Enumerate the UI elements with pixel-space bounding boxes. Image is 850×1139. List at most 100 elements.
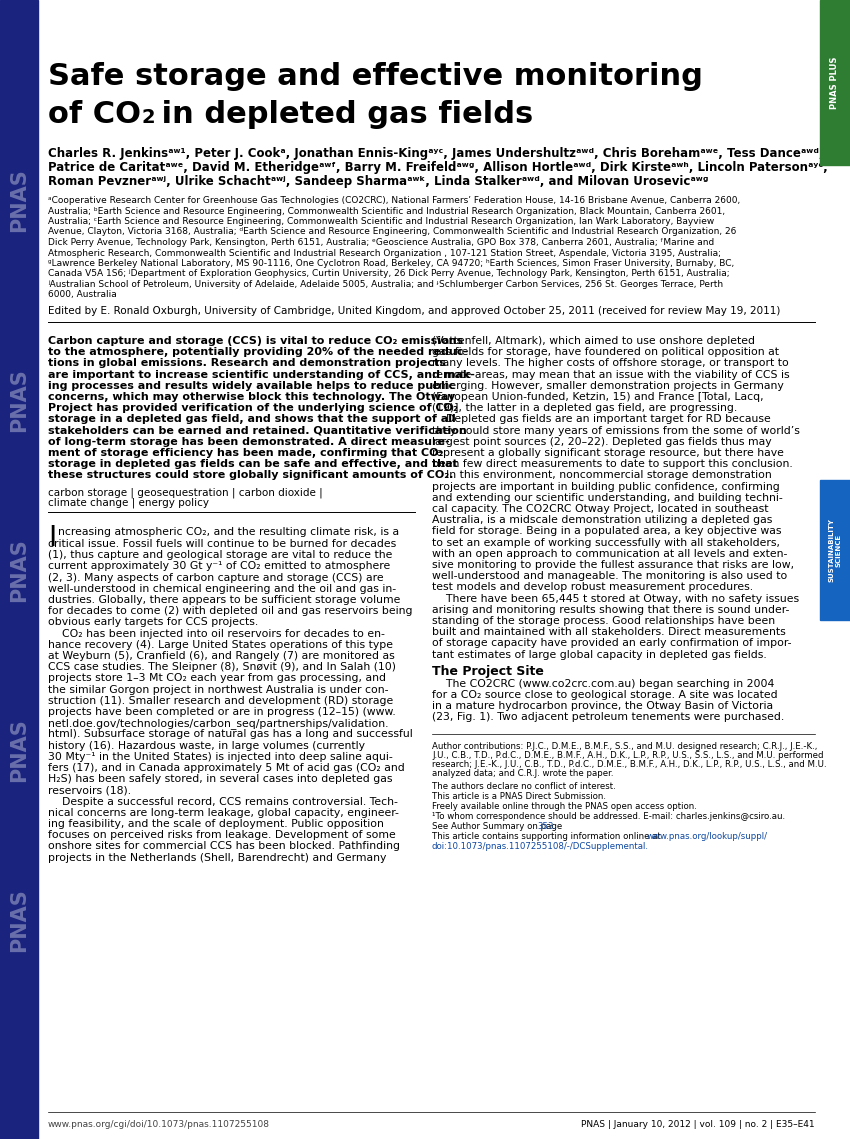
Text: Patrice de Caritatᵃʷᵉ, David M. Etheridgeᵃʷᶠ, Barry M. Freifeldᵃʷᵍ, Allison Hort: Patrice de Caritatᵃʷᵉ, David M. Etheridg… [48,161,828,174]
Text: tions in global emissions. Research and demonstration projects: tions in global emissions. Research and … [48,359,446,368]
Text: history (16). Hazardous waste, in large volumes (currently: history (16). Hazardous waste, in large … [48,740,365,751]
Text: Freely available online through the PNAS open access option.: Freely available online through the PNAS… [432,802,697,811]
Text: research; J.E.-K., J.U., C.B., T.D., P.d.C., D.M.E., B.M.F., A.H., D.K., L.P., R: research; J.E.-K., J.U., C.B., T.D., P.d… [432,760,826,769]
Text: current approximately 30 Gt y⁻¹ of CO₂ emitted to atmosphere: current approximately 30 Gt y⁻¹ of CO₂ e… [48,562,390,572]
Text: reservoirs (18).: reservoirs (18). [48,786,131,795]
Text: This article is a PNAS Direct Submission.: This article is a PNAS Direct Submission… [432,793,606,802]
Text: stakeholders can be earned and retained. Quantitative verification: stakeholders can be earned and retained.… [48,426,467,435]
Text: 2: 2 [142,108,156,128]
Text: well-understood and manageable. The monitoring is also used to: well-understood and manageable. The moni… [432,571,787,581]
Text: of CO: of CO [48,100,141,129]
Text: fers (17), and in Canada approximately 5 Mt of acid gas (CO₂ and: fers (17), and in Canada approximately 5… [48,763,405,773]
Text: Avenue, Clayton, Victoria 3168, Australia; ᵈEarth Science and Resource Engineeri: Avenue, Clayton, Victoria 3168, Australi… [48,228,736,237]
Text: H₂S) has been safely stored, in several cases into depleted gas: H₂S) has been safely stored, in several … [48,775,393,784]
Bar [820,0,850,165]
Text: Dick Perry Avenue, Technology Park, Kensington, Perth 6151, Australia; ᵉGeoscien: Dick Perry Avenue, Technology Park, Kens… [48,238,714,247]
Text: CCS case studies. The Sleipner (8), Snøvit (9), and In Salah (10): CCS case studies. The Sleipner (8), Snøv… [48,662,396,672]
Text: the similar Gorgon project in northwest Australia is under con-: the similar Gorgon project in northwest … [48,685,388,695]
Text: carbon storage | geosequestration | carbon dioxide |: carbon storage | geosequestration | carb… [48,487,323,498]
Text: Australia; ᶜEarth Science and Resource Engineering, Commonwealth Scientific and : Australia; ᶜEarth Science and Resource E… [48,218,714,226]
Text: projects are important in building public confidence, confirming: projects are important in building publi… [432,482,779,492]
Text: The CO2CRC (www.co2crc.com.au) began searching in 2004: The CO2CRC (www.co2crc.com.au) began sea… [432,679,774,689]
Text: obvious early targets for CCS projects.: obvious early targets for CCS projects. [48,617,258,628]
Text: In this environment, noncommercial storage demonstration: In this environment, noncommercial stora… [432,470,772,481]
Text: Australia; ᵇEarth Science and Resource Engineering, Commonwealth Scientific and : Australia; ᵇEarth Science and Resource E… [48,206,725,215]
Text: ʲAustralian School of Petroleum, University of Adelaide, Adelaide 5005, Australi: ʲAustralian School of Petroleum, Univers… [48,280,723,289]
Text: www.pnas.org/lookup/suppl/: www.pnas.org/lookup/suppl/ [647,833,768,842]
Text: Australia, is a midscale demonstration utilizing a depleted gas: Australia, is a midscale demonstration u… [432,515,773,525]
Text: Canada V5A 1S6; ʲDepartment of Exploration Geophysics, Curtin University, 26 Dic: Canada V5A 1S6; ʲDepartment of Explorati… [48,270,729,279]
Text: See Author Summary on page: See Author Summary on page [432,822,565,831]
Text: to the atmosphere, potentially providing 20% of the needed reduc-: to the atmosphere, potentially providing… [48,347,468,358]
Text: standing of the storage process. Good relationships have been: standing of the storage process. Good re… [432,616,775,626]
Text: Safe storage and effective monitoring: Safe storage and effective monitoring [48,62,703,91]
Text: for decades to come (2) with depleted oil and gas reservoirs being: for decades to come (2) with depleted oi… [48,606,412,616]
Text: storage in a depleted gas field, and shows that the support of all: storage in a depleted gas field, and sho… [48,415,456,425]
Text: ing processes and results widely available helps to reduce public: ing processes and results widely availab… [48,380,455,391]
Text: climate change | energy policy: climate change | energy policy [48,498,209,508]
Text: There have been 65,445 t stored at Otway, with no safety issues: There have been 65,445 t stored at Otway… [432,593,799,604]
Text: ¹To whom correspondence should be addressed. E-mail: charles.jenkins@csiro.au.: ¹To whom correspondence should be addres… [432,812,785,821]
Text: PNAS: PNAS [9,538,29,601]
Text: (2, 3). Many aspects of carbon capture and storage (CCS) are: (2, 3). Many aspects of carbon capture a… [48,573,383,583]
Text: many levels. The higher costs of offshore storage, or transport to: many levels. The higher costs of offshor… [432,359,789,368]
Text: concerns, which may otherwise block this technology. The Otway: concerns, which may otherwise block this… [48,392,456,402]
Text: to set an example of working successfully with all stakeholders,: to set an example of working successfull… [432,538,780,548]
Text: cal capacity. The CO2CRC Otway Project, located in southeast: cal capacity. The CO2CRC Otway Project, … [432,503,768,514]
Text: field for storage. Being in a populated area, a key objective was: field for storage. Being in a populated … [432,526,781,536]
Text: largest point sources (2, 20–22). Depleted gas fields thus may: largest point sources (2, 20–22). Deplet… [432,436,772,446]
Text: built and maintained with all stakeholders. Direct measurements: built and maintained with all stakeholde… [432,628,785,637]
Text: represent a globally significant storage resource, but there have: represent a globally significant storage… [432,448,784,458]
Text: dustries. Globally, there appears to be sufficient storage volume: dustries. Globally, there appears to be … [48,595,400,605]
Text: ncreasing atmospheric CO₂, and the resulting climate risk, is a: ncreasing atmospheric CO₂, and the resul… [58,527,400,536]
Text: Depleted gas fields are an important target for RD because: Depleted gas fields are an important tar… [432,415,771,425]
Text: at Weyburn (5), Cranfield (6), and Rangely (7) are monitored as: at Weyburn (5), Cranfield (6), and Range… [48,652,394,661]
Text: struction (11). Smaller research and development (RD) storage: struction (11). Smaller research and dev… [48,696,394,706]
Text: remote areas, may mean that an issue with the viability of CCS is: remote areas, may mean that an issue wit… [432,369,790,379]
Text: ᵃCooperative Research Center for Greenhouse Gas Technologies (CO2CRC), National : ᵃCooperative Research Center for Greenho… [48,196,740,205]
Text: projects store 1–3 Mt CO₂ each year from gas processing, and: projects store 1–3 Mt CO₂ each year from… [48,673,386,683]
Text: PNAS PLUS: PNAS PLUS [830,57,840,109]
Text: ing feasibility, and the scale of deployment. Public opposition: ing feasibility, and the scale of deploy… [48,819,384,829]
Text: (1), thus capture and geological storage are vital to reduce the: (1), thus capture and geological storage… [48,550,393,560]
Text: 6000, Australia: 6000, Australia [48,290,116,300]
Text: onshore sites for commercial CCS has been blocked. Pathfinding: onshore sites for commercial CCS has bee… [48,842,400,851]
Text: ment of storage efficiency has been made, confirming that CO₂: ment of storage efficiency has been made… [48,448,444,458]
Text: CO₂ has been injected into oil reservoirs for decades to en-: CO₂ has been injected into oil reservoir… [48,629,385,639]
Text: Edited by E. Ronald Oxburgh, University of Cambridge, United Kingdom, and approv: Edited by E. Ronald Oxburgh, University … [48,306,780,316]
Text: PNAS: PNAS [9,718,29,781]
Bar [0,0,38,1139]
Text: are important to increase scientific understanding of CCS, and mak-: are important to increase scientific und… [48,369,475,379]
Text: netl.doe.gov/technologies/carbon_seq/partnerships/validation.: netl.doe.gov/technologies/carbon_seq/par… [48,719,388,729]
Text: well-understood in chemical engineering and the oil and gas in-: well-understood in chemical engineering … [48,584,396,593]
Text: Despite a successful record, CCS remains controversial. Tech-: Despite a successful record, CCS remains… [48,796,398,806]
Text: Carbon capture and storage (CCS) is vital to reduce CO₂ emissions: Carbon capture and storage (CCS) is vita… [48,336,463,346]
Text: 30 Mty⁻¹ in the United States) is injected into deep saline aqui-: 30 Mty⁻¹ in the United States) is inject… [48,752,393,762]
Text: Roman Pevznerᵃʷʲ, Ulrike Schachtᵃʷʲ, Sandeep Sharmaᵃʷᵏ, Linda Stalkerᵃʷᵈ, and Mi: Roman Pevznerᵃʷʲ, Ulrike Schachtᵃʷʲ, San… [48,175,708,188]
Text: Project has provided verification of the underlying science of CO₂: Project has provided verification of the… [48,403,458,413]
Text: www.pnas.org/cgi/doi/10.1073/pnas.1107255108: www.pnas.org/cgi/doi/10.1073/pnas.110725… [48,1120,270,1129]
Text: nical concerns are long-term leakage, global capacity, engineer-: nical concerns are long-term leakage, gl… [48,808,399,818]
Text: Author contributions: P.J.C., D.M.E., B.M.F., S.S., and M.U. designed research; : Author contributions: P.J.C., D.M.E., B.… [432,741,818,751]
Text: 353.: 353. [537,822,556,831]
Text: (European Union-funded, Ketzin, 15) and France [Total, Lacq,: (European Union-funded, Ketzin, 15) and … [432,392,763,402]
Text: This article contains supporting information online at: This article contains supporting informa… [432,833,664,842]
Text: sive monitoring to provide the fullest assurance that risks are low,: sive monitoring to provide the fullest a… [432,560,794,570]
Text: arising and monitoring results showing that there is sound under-: arising and monitoring results showing t… [432,605,790,615]
Text: doi:10.1073/pnas.1107255108/-/DCSupplemental.: doi:10.1073/pnas.1107255108/-/DCSuppleme… [432,843,649,851]
Text: been few direct measurements to date to support this conclusion.: been few direct measurements to date to … [432,459,793,469]
Text: The Project Site: The Project Site [432,665,544,678]
Text: (Vattenfell, Altmark), which aimed to use onshore depleted: (Vattenfell, Altmark), which aimed to us… [432,336,755,346]
Text: they could store many years of emissions from the some of world’s: they could store many years of emissions… [432,426,800,435]
Text: critical issue. Fossil fuels will continue to be burned for decades: critical issue. Fossil fuels will contin… [48,539,396,549]
Text: gas fields for storage, have foundered on political opposition at: gas fields for storage, have foundered o… [432,347,779,358]
Text: of long-term storage has been demonstrated. A direct measure-: of long-term storage has been demonstrat… [48,436,450,446]
Text: these structures could store globally significant amounts of CO₂.: these structures could store globally si… [48,470,453,481]
Text: projects have been completed or are in progress (12–15) (www.: projects have been completed or are in p… [48,707,396,716]
Text: The authors declare no conflict of interest.: The authors declare no conflict of inter… [432,782,615,792]
Text: hance recovery (4). Large United States operations of this type: hance recovery (4). Large United States … [48,640,393,650]
Text: ᵍLawrence Berkeley National Laboratory, MS 90-1116, One Cyclotron Road, Berkeley: ᵍLawrence Berkeley National Laboratory, … [48,259,734,268]
Text: test models and develop robust measurement procedures.: test models and develop robust measureme… [432,582,753,592]
Text: focuses on perceived risks from leakage. Development of some: focuses on perceived risks from leakage.… [48,830,396,841]
Text: in depleted gas fields: in depleted gas fields [151,100,533,129]
